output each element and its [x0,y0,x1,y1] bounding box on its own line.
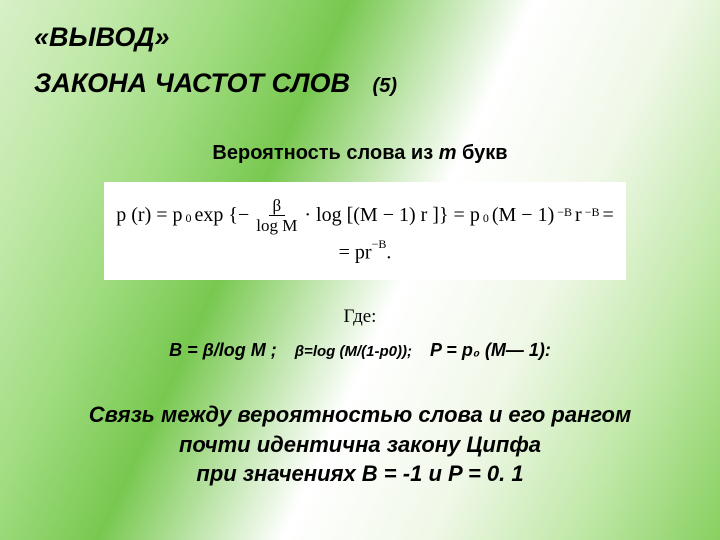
f-dot: . [386,242,391,264]
frac-num: β [269,197,286,216]
slide-heading-1: «ВЫВОД» [34,22,170,53]
f-line2: = pr [339,242,372,264]
conclusion-line-2: почти идентична закону Ципфа [34,430,686,460]
subtitle-m: m [439,142,457,164]
slide-heading-2: ЗАКОНА ЧАСТОТ СЛОВ (5) [34,68,397,99]
frac-den: log M [256,216,297,234]
formula-row-1: p (r) = p 0 exp {− β log M · log [(M − 1)… [116,197,614,234]
def-p: P = p₀ (M— 1): [430,340,551,360]
definitions: B = β/log M ; β=log (M/(1-p0)); P = p₀ (M—… [0,340,720,361]
subtitle: Вероятность слова из m букв [0,142,720,165]
f-expopen: exp {− [195,204,250,227]
subtitle-post: букв [457,142,508,164]
f-expnb2: −B [585,205,600,220]
formula-box: p (r) = p 0 exp {− β log M · log [(M − 1)… [104,182,626,280]
f-line2-sup: −B [372,237,387,251]
f-eq: = [602,204,613,227]
f-mid: · log [(M − 1) r ]} = p [304,204,479,227]
fraction: β log M [256,197,297,234]
where-label: Где: [0,306,720,328]
f-sub0b: 0 [483,211,489,226]
formula-row-2: = pr−B. [339,240,392,265]
heading-2-main: ЗАКОНА ЧАСТОТ СЛОВ [34,68,350,98]
conclusion: Связь между вероятностью слова и его ран… [34,400,686,489]
def-beta: β=log (M/(1-p0)); [295,343,412,360]
f-sub0a: 0 [186,211,192,226]
conclusion-line-1: Связь между вероятностью слова и его ран… [34,400,686,430]
f-pr: p (r) = p [116,204,182,227]
f-m1: (M − 1) [492,204,554,227]
f-r: r [575,204,582,227]
f-expnb: −B [557,205,572,220]
heading-2-paren: (5) [373,75,397,97]
subtitle-pre: Вероятность слова из [212,142,438,164]
conclusion-line-3: при значениях B = -1 и P = 0. 1 [34,459,686,489]
def-b: B = β/log M ; [169,340,277,360]
